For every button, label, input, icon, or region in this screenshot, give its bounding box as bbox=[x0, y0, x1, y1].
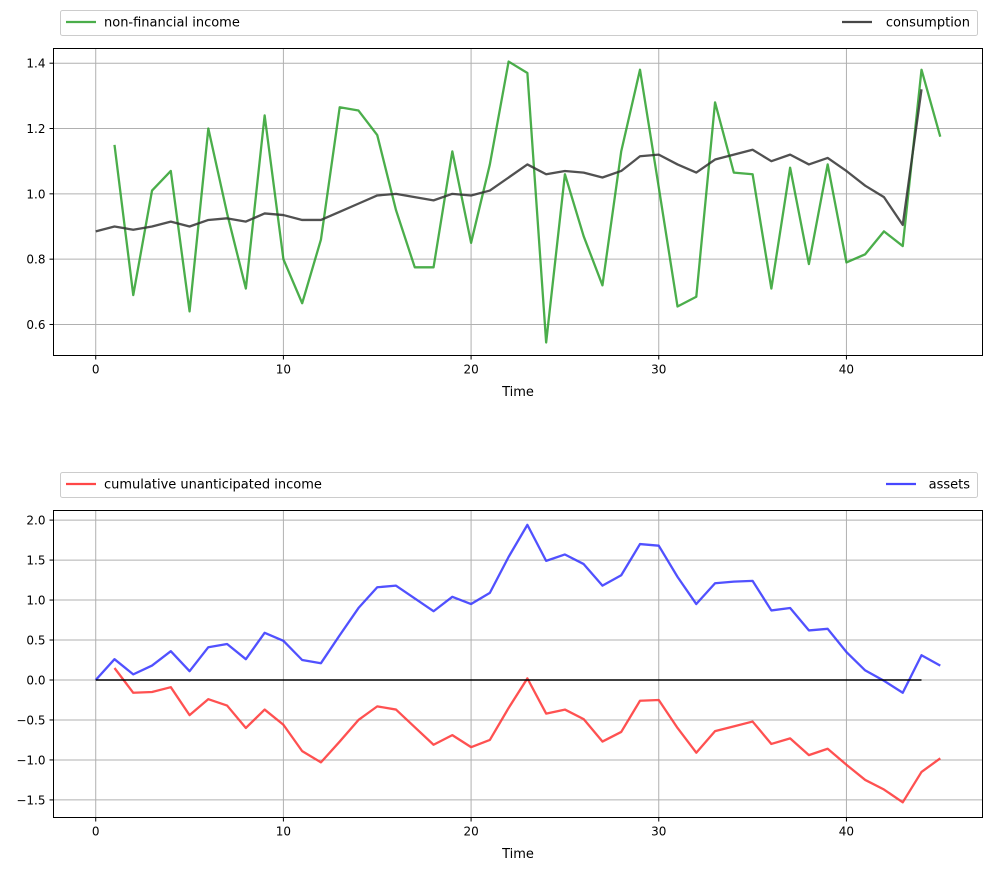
legend-label-cumulative-unanticipated-income: cumulative unanticipated income bbox=[104, 478, 322, 493]
x-tick-label: 0 bbox=[92, 825, 100, 839]
legend-box bbox=[60, 472, 978, 498]
x-tick-label: 40 bbox=[839, 363, 854, 377]
legend-label-non-financial-income: non-financial income bbox=[104, 16, 240, 31]
chart-bottom: cumulative unanticipated income assets 0… bbox=[16, 472, 983, 862]
x-tick-label: 10 bbox=[276, 825, 291, 839]
legend-top: non-financial income consumption bbox=[60, 10, 978, 36]
y-tick-label: −1.0 bbox=[16, 753, 45, 767]
y-tick-label: 0.8 bbox=[26, 253, 45, 267]
xlabel-bottom: Time bbox=[501, 847, 534, 862]
y-tick-label: 2.0 bbox=[26, 514, 45, 528]
legend-label-assets: assets bbox=[929, 478, 971, 493]
plot-frame-top bbox=[53, 48, 983, 356]
legend-box bbox=[60, 10, 978, 36]
series-top bbox=[95, 60, 942, 344]
y-tick-label: 0.0 bbox=[26, 673, 45, 687]
y-tick-label: 1.0 bbox=[26, 594, 45, 608]
y-tick-label: −0.5 bbox=[16, 713, 45, 727]
x-tick-label: 30 bbox=[651, 363, 666, 377]
y-tick-label: 1.2 bbox=[26, 122, 45, 136]
y-tick-label: 1.5 bbox=[26, 554, 45, 568]
x-tick-label: 10 bbox=[276, 363, 291, 377]
xlabel-top: Time bbox=[501, 385, 534, 400]
y-tick-label: 0.6 bbox=[26, 318, 45, 332]
ticks-top: 0 10 20 30 40 0.6 0.8 1.0 1.2 1.4 bbox=[26, 57, 854, 377]
chart-top: non-financial income consumption 0 10 20 30… bbox=[26, 10, 983, 400]
x-tick-label: 20 bbox=[463, 363, 478, 377]
ticks-bottom: 0 10 20 30 40 −1.5 −1.0 −0.5 0.0 0.5 1.0 1.5 2.0 bbox=[16, 514, 854, 839]
series-line-non-financial-income bbox=[113, 60, 942, 344]
y-tick-label: 0.5 bbox=[26, 634, 45, 648]
x-tick-label: 30 bbox=[651, 825, 666, 839]
grid-top bbox=[53, 48, 983, 356]
legend-bottom: cumulative unanticipated income assets bbox=[60, 472, 978, 498]
series-line-consumption bbox=[95, 89, 923, 233]
grid-bottom bbox=[53, 510, 983, 818]
legend-label-consumption: consumption bbox=[886, 16, 970, 31]
series-bottom bbox=[94, 523, 941, 804]
y-tick-label: 1.0 bbox=[26, 187, 45, 201]
y-tick-label: 1.4 bbox=[26, 57, 45, 71]
x-tick-label: 40 bbox=[839, 825, 854, 839]
x-tick-label: 20 bbox=[463, 825, 478, 839]
x-tick-label: 0 bbox=[92, 363, 100, 377]
series-line-assets bbox=[94, 523, 941, 694]
series-line-cumulative-unanticipated-income bbox=[113, 667, 941, 804]
plot-frame-bottom bbox=[53, 510, 983, 818]
y-tick-label: −1.5 bbox=[16, 793, 45, 807]
